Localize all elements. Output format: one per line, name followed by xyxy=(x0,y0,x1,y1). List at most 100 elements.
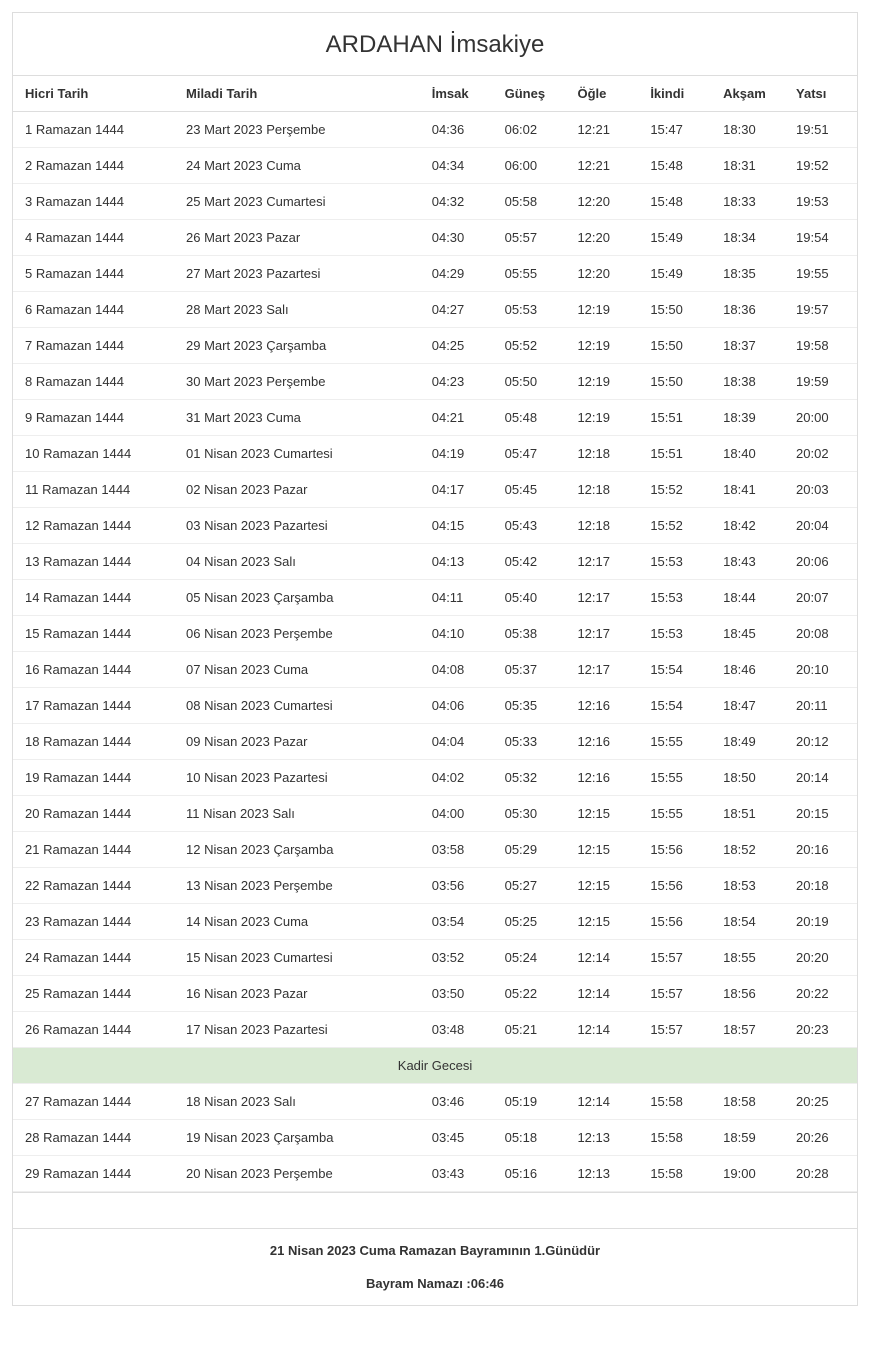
cell: 19 Nisan 2023 Çarşamba xyxy=(174,1120,420,1156)
cell: 15:54 xyxy=(638,652,711,688)
cell: 18:36 xyxy=(711,292,784,328)
cell: 19:51 xyxy=(784,112,857,148)
cell: 18:53 xyxy=(711,868,784,904)
cell: 17 Nisan 2023 Pazartesi xyxy=(174,1012,420,1048)
cell: 12:16 xyxy=(565,688,638,724)
footer-gap-cell xyxy=(13,1193,857,1229)
cell: 04:10 xyxy=(420,616,493,652)
cell: 04:23 xyxy=(420,364,493,400)
cell: 16 Ramazan 1444 xyxy=(13,652,174,688)
cell: 12:16 xyxy=(565,760,638,796)
cell: 06:02 xyxy=(493,112,566,148)
cell: 18:33 xyxy=(711,184,784,220)
cell: 20:25 xyxy=(784,1084,857,1120)
cell: 1 Ramazan 1444 xyxy=(13,112,174,148)
cell: 20:19 xyxy=(784,904,857,940)
table-row: 8 Ramazan 144430 Mart 2023 Perşembe04:23… xyxy=(13,364,857,400)
table-row: 23 Ramazan 144414 Nisan 2023 Cuma03:5405… xyxy=(13,904,857,940)
col-header-miladi: Miladi Tarih xyxy=(174,76,420,112)
cell: 04:32 xyxy=(420,184,493,220)
cell: 24 Mart 2023 Cuma xyxy=(174,148,420,184)
cell: 12:21 xyxy=(565,112,638,148)
table-row: 28 Ramazan 144419 Nisan 2023 Çarşamba03:… xyxy=(13,1120,857,1156)
cell: 15:56 xyxy=(638,832,711,868)
cell: 12:16 xyxy=(565,724,638,760)
cell: 12:18 xyxy=(565,472,638,508)
cell: 03:50 xyxy=(420,976,493,1012)
cell: 06:00 xyxy=(493,148,566,184)
table-row: 21 Ramazan 144412 Nisan 2023 Çarşamba03:… xyxy=(13,832,857,868)
table-row: 18 Ramazan 144409 Nisan 2023 Pazar04:040… xyxy=(13,724,857,760)
cell: 20:15 xyxy=(784,796,857,832)
cell: 18:50 xyxy=(711,760,784,796)
cell: 12:14 xyxy=(565,940,638,976)
cell: 6 Ramazan 1444 xyxy=(13,292,174,328)
table-row: 27 Ramazan 144418 Nisan 2023 Salı03:4605… xyxy=(13,1084,857,1120)
cell: 15:54 xyxy=(638,688,711,724)
cell: 15:49 xyxy=(638,256,711,292)
cell: 10 Ramazan 1444 xyxy=(13,436,174,472)
cell: 7 Ramazan 1444 xyxy=(13,328,174,364)
cell: 21 Ramazan 1444 xyxy=(13,832,174,868)
cell: 15:51 xyxy=(638,436,711,472)
cell: 15 Nisan 2023 Cumartesi xyxy=(174,940,420,976)
cell: 18:46 xyxy=(711,652,784,688)
cell: 04:25 xyxy=(420,328,493,364)
cell: 31 Mart 2023 Cuma xyxy=(174,400,420,436)
cell: 04:11 xyxy=(420,580,493,616)
table-row: 11 Ramazan 144402 Nisan 2023 Pazar04:170… xyxy=(13,472,857,508)
table-row: 12 Ramazan 144403 Nisan 2023 Pazartesi04… xyxy=(13,508,857,544)
cell: 23 Mart 2023 Perşembe xyxy=(174,112,420,148)
cell: 20:14 xyxy=(784,760,857,796)
imsakiye-container: ARDAHAN İmsakiye Hicri Tarih Miladi Tari… xyxy=(12,12,858,1306)
cell: 15 Ramazan 1444 xyxy=(13,616,174,652)
cell: 05:22 xyxy=(493,976,566,1012)
cell: 20:20 xyxy=(784,940,857,976)
cell: 18:49 xyxy=(711,724,784,760)
cell: 07 Nisan 2023 Cuma xyxy=(174,652,420,688)
cell: 20:16 xyxy=(784,832,857,868)
cell: 29 Ramazan 1444 xyxy=(13,1156,174,1192)
cell: 18:59 xyxy=(711,1120,784,1156)
table-row: 20 Ramazan 144411 Nisan 2023 Salı04:0005… xyxy=(13,796,857,832)
cell: 18:45 xyxy=(711,616,784,652)
cell: 05:47 xyxy=(493,436,566,472)
cell: 04:34 xyxy=(420,148,493,184)
cell: 18:30 xyxy=(711,112,784,148)
table-row: 24 Ramazan 144415 Nisan 2023 Cumartesi03… xyxy=(13,940,857,976)
cell: 13 Nisan 2023 Perşembe xyxy=(174,868,420,904)
table-row: 15 Ramazan 144406 Nisan 2023 Perşembe04:… xyxy=(13,616,857,652)
cell: 04:21 xyxy=(420,400,493,436)
cell: 05:42 xyxy=(493,544,566,580)
cell: 04:36 xyxy=(420,112,493,148)
table-row: 9 Ramazan 144431 Mart 2023 Cuma04:2105:4… xyxy=(13,400,857,436)
cell: 15:52 xyxy=(638,472,711,508)
cell: 05:50 xyxy=(493,364,566,400)
cell: 12:15 xyxy=(565,796,638,832)
cell: 04:27 xyxy=(420,292,493,328)
cell: 05:25 xyxy=(493,904,566,940)
cell: 04:30 xyxy=(420,220,493,256)
cell: 15:55 xyxy=(638,724,711,760)
cell: 05:58 xyxy=(493,184,566,220)
cell: 20:11 xyxy=(784,688,857,724)
table-row: 4 Ramazan 144426 Mart 2023 Pazar04:3005:… xyxy=(13,220,857,256)
cell: 12:20 xyxy=(565,220,638,256)
cell: 05:27 xyxy=(493,868,566,904)
cell: 05:33 xyxy=(493,724,566,760)
cell: 15:50 xyxy=(638,364,711,400)
cell: 05:48 xyxy=(493,400,566,436)
cell: 17 Ramazan 1444 xyxy=(13,688,174,724)
cell: 12:13 xyxy=(565,1156,638,1192)
cell: 20:07 xyxy=(784,580,857,616)
cell: 15:56 xyxy=(638,868,711,904)
footer-gap-row xyxy=(13,1193,857,1229)
cell: 18:31 xyxy=(711,148,784,184)
cell: 04 Nisan 2023 Salı xyxy=(174,544,420,580)
cell: 20:28 xyxy=(784,1156,857,1192)
cell: 22 Ramazan 1444 xyxy=(13,868,174,904)
cell: 12:15 xyxy=(565,904,638,940)
cell: 05:55 xyxy=(493,256,566,292)
cell: 12:19 xyxy=(565,292,638,328)
cell: 14 Nisan 2023 Cuma xyxy=(174,904,420,940)
